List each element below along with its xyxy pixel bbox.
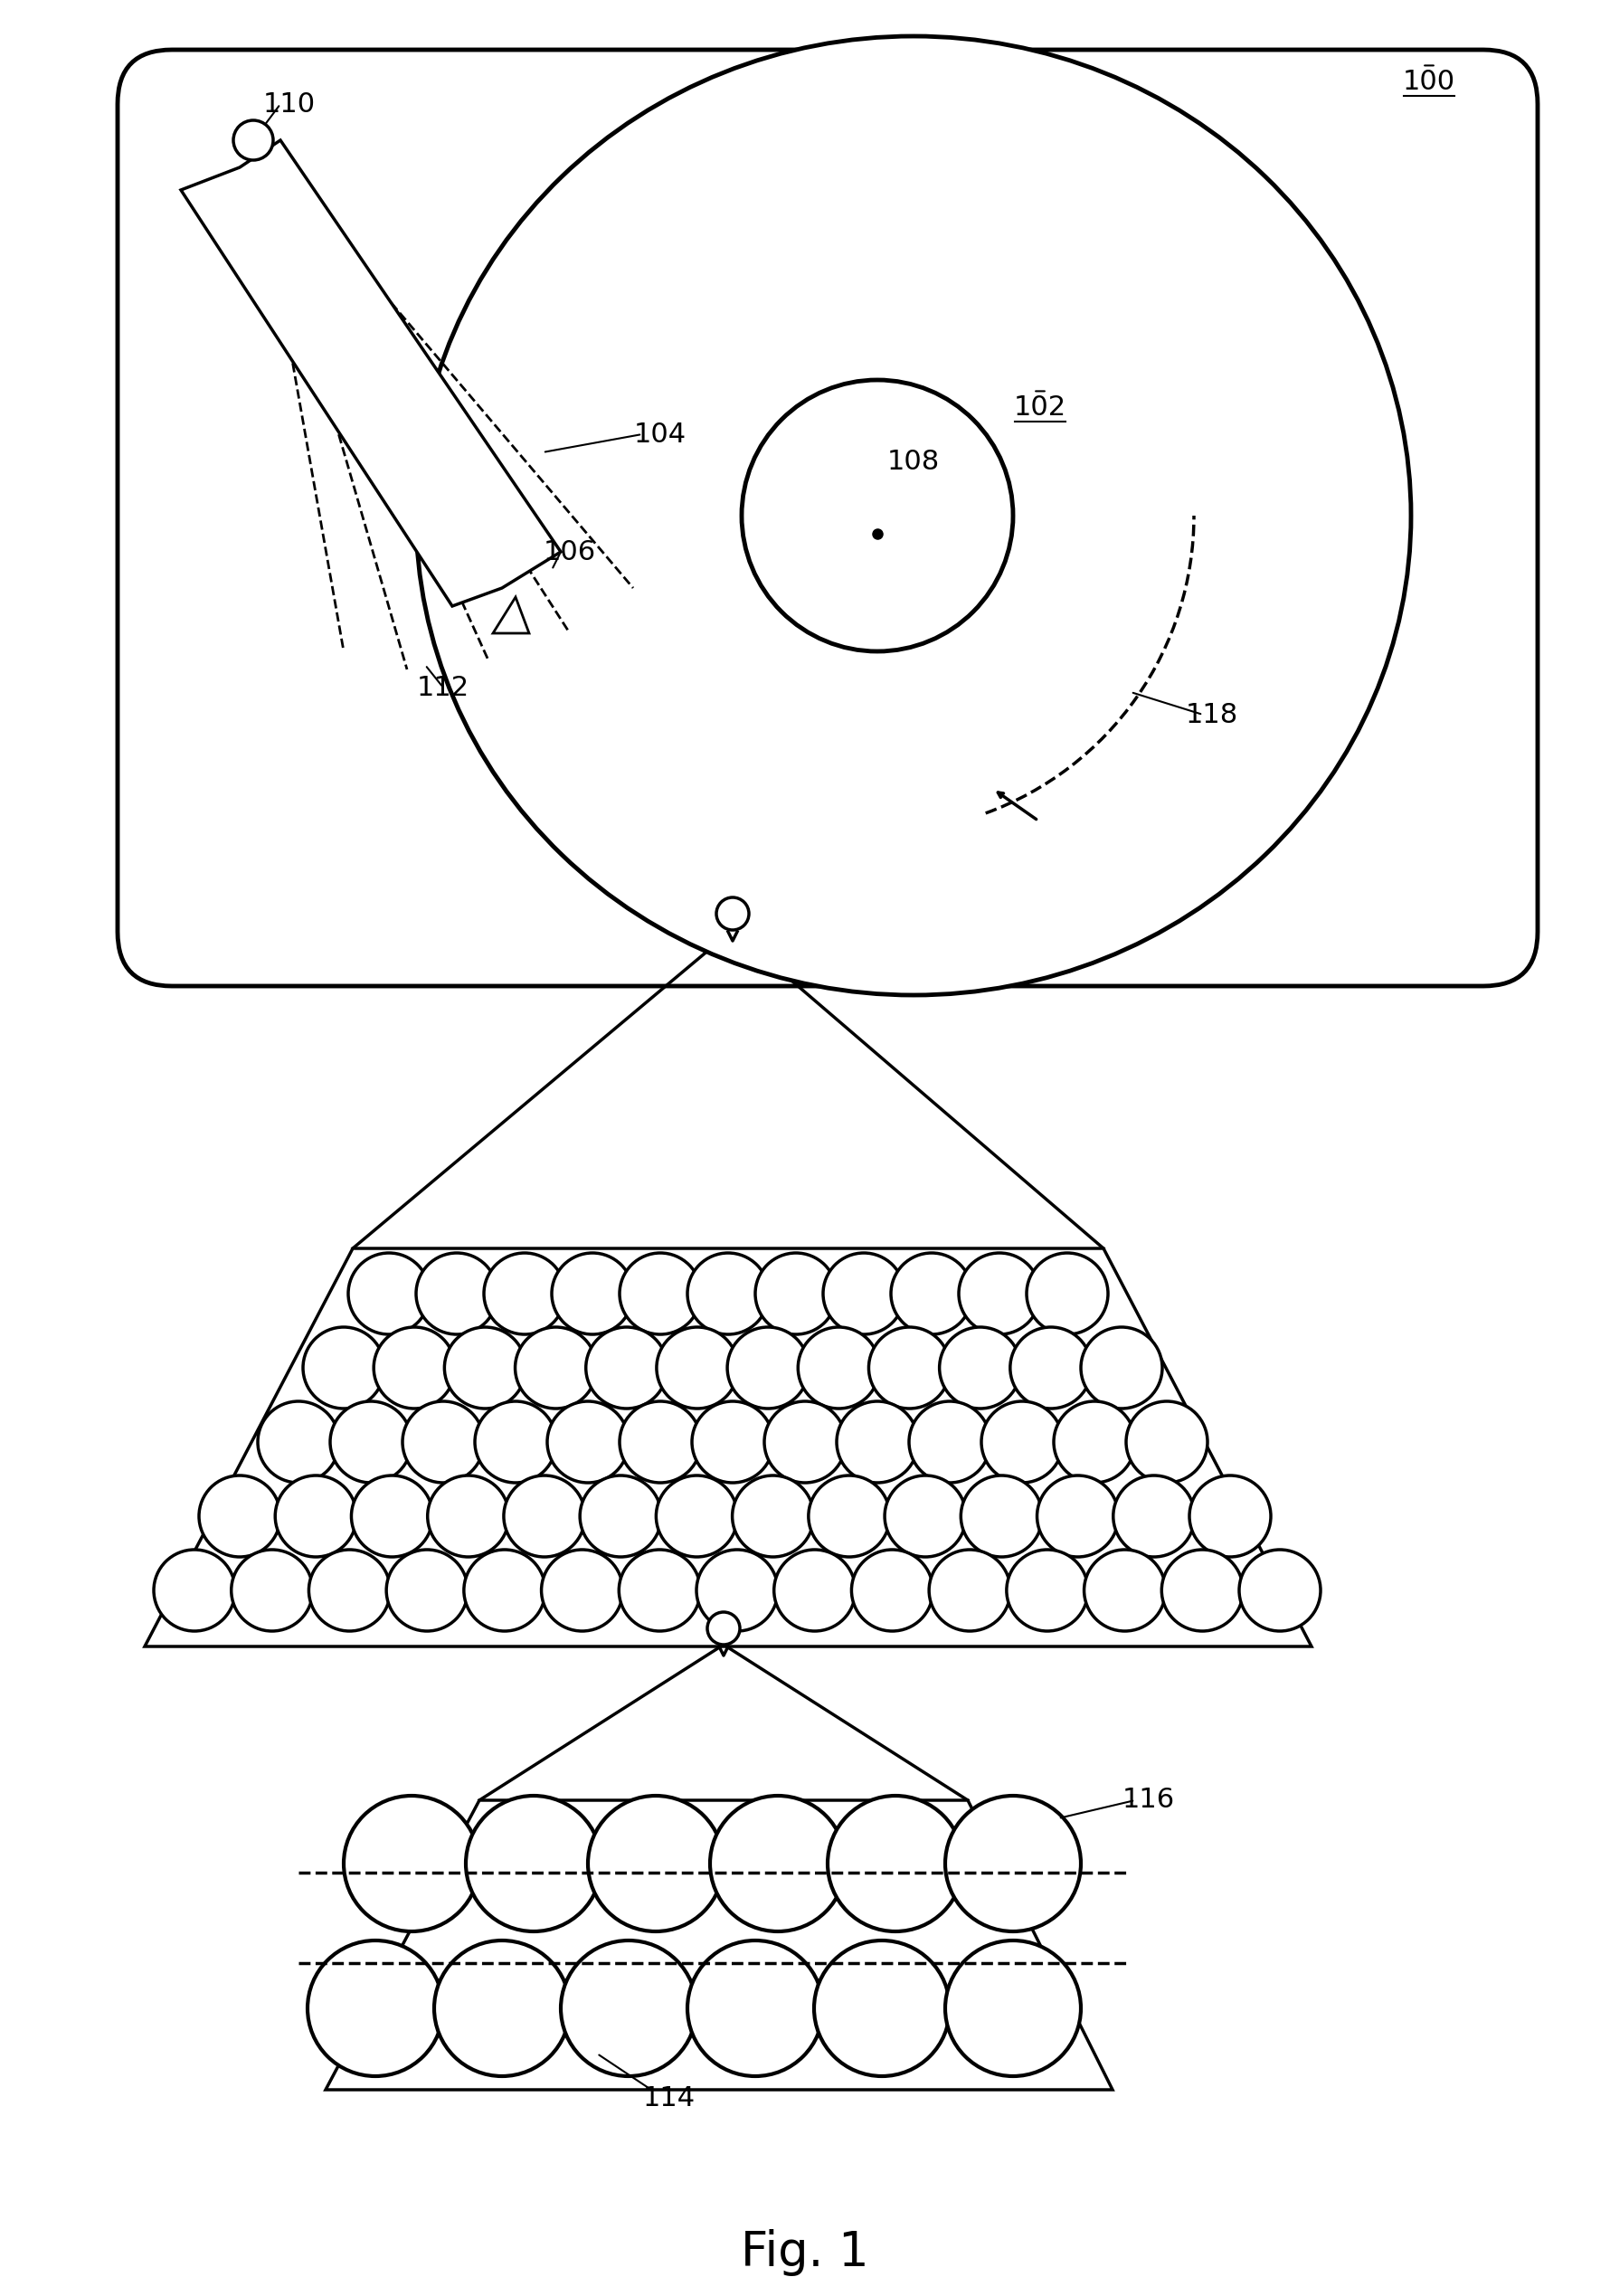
Circle shape: [560, 1940, 696, 2076]
Circle shape: [655, 1476, 737, 1557]
Circle shape: [958, 1254, 1040, 1334]
Circle shape: [552, 1254, 633, 1334]
Circle shape: [868, 1327, 950, 1407]
Circle shape: [813, 1940, 950, 2076]
Circle shape: [1053, 1401, 1135, 1483]
Circle shape: [710, 1795, 845, 1931]
Circle shape: [773, 1550, 855, 1630]
Circle shape: [348, 1254, 430, 1334]
Text: 114: 114: [642, 2085, 696, 2112]
Circle shape: [620, 1401, 700, 1483]
Polygon shape: [145, 1249, 1311, 1646]
Circle shape: [692, 1401, 773, 1483]
Circle shape: [1080, 1327, 1162, 1407]
Circle shape: [797, 1327, 879, 1407]
Circle shape: [343, 1795, 480, 1931]
Circle shape: [1084, 1550, 1166, 1630]
Circle shape: [884, 1476, 966, 1557]
Text: 100: 100: [1402, 69, 1454, 94]
Circle shape: [351, 1476, 433, 1557]
Circle shape: [232, 1550, 312, 1630]
Circle shape: [258, 1401, 340, 1483]
Polygon shape: [325, 1800, 1113, 2089]
Circle shape: [908, 1401, 990, 1483]
Text: 108: 108: [887, 448, 939, 475]
Circle shape: [733, 1476, 813, 1557]
Circle shape: [415, 1254, 497, 1334]
Circle shape: [726, 1327, 808, 1407]
Circle shape: [586, 1327, 667, 1407]
Ellipse shape: [415, 37, 1410, 994]
Circle shape: [707, 1612, 739, 1644]
Text: 106: 106: [543, 540, 596, 565]
Circle shape: [939, 1327, 1021, 1407]
Circle shape: [483, 1254, 565, 1334]
Circle shape: [1026, 1254, 1108, 1334]
Circle shape: [233, 119, 274, 161]
Circle shape: [852, 1550, 932, 1630]
Circle shape: [620, 1254, 700, 1334]
Circle shape: [716, 898, 749, 930]
Text: 116: 116: [1122, 1786, 1174, 1814]
Text: 102: 102: [1013, 395, 1066, 420]
Circle shape: [808, 1476, 889, 1557]
Circle shape: [427, 1476, 509, 1557]
Circle shape: [465, 1795, 601, 1931]
Circle shape: [1006, 1550, 1087, 1630]
FancyBboxPatch shape: [118, 51, 1538, 985]
Circle shape: [696, 1550, 778, 1630]
Circle shape: [402, 1401, 483, 1483]
Circle shape: [1113, 1476, 1195, 1557]
Circle shape: [657, 1327, 737, 1407]
Circle shape: [504, 1476, 584, 1557]
Circle shape: [153, 1550, 235, 1630]
Text: 112: 112: [417, 675, 469, 700]
Circle shape: [200, 1476, 280, 1557]
Circle shape: [618, 1550, 700, 1630]
Circle shape: [1238, 1550, 1320, 1630]
Circle shape: [929, 1550, 1009, 1630]
Circle shape: [275, 1476, 356, 1557]
Circle shape: [828, 1795, 963, 1931]
Text: 118: 118: [1185, 703, 1238, 728]
Circle shape: [945, 1795, 1080, 1931]
Circle shape: [1125, 1401, 1208, 1483]
Circle shape: [588, 1795, 723, 1931]
Polygon shape: [493, 597, 528, 634]
Circle shape: [464, 1550, 544, 1630]
Circle shape: [374, 1327, 456, 1407]
Circle shape: [303, 1327, 385, 1407]
Circle shape: [755, 1254, 836, 1334]
Circle shape: [823, 1254, 903, 1334]
Circle shape: [1161, 1550, 1243, 1630]
Text: 110: 110: [262, 92, 316, 117]
Circle shape: [475, 1401, 555, 1483]
Circle shape: [1037, 1476, 1117, 1557]
Circle shape: [547, 1401, 628, 1483]
Circle shape: [980, 1401, 1063, 1483]
Text: 104: 104: [634, 420, 686, 448]
Polygon shape: [180, 140, 560, 606]
Circle shape: [687, 1254, 768, 1334]
Circle shape: [960, 1476, 1042, 1557]
Circle shape: [687, 1940, 823, 2076]
Circle shape: [330, 1401, 411, 1483]
Circle shape: [444, 1327, 525, 1407]
Circle shape: [945, 1940, 1080, 2076]
Circle shape: [763, 1401, 845, 1483]
Circle shape: [1188, 1476, 1270, 1557]
Circle shape: [435, 1940, 570, 2076]
Circle shape: [515, 1327, 596, 1407]
Circle shape: [386, 1550, 467, 1630]
Circle shape: [541, 1550, 623, 1630]
Circle shape: [309, 1550, 390, 1630]
Circle shape: [890, 1254, 972, 1334]
Circle shape: [580, 1476, 662, 1557]
Circle shape: [308, 1940, 443, 2076]
Circle shape: [836, 1401, 918, 1483]
Text: Fig. 1: Fig. 1: [741, 2229, 868, 2275]
Circle shape: [1009, 1327, 1092, 1407]
Circle shape: [741, 379, 1013, 652]
